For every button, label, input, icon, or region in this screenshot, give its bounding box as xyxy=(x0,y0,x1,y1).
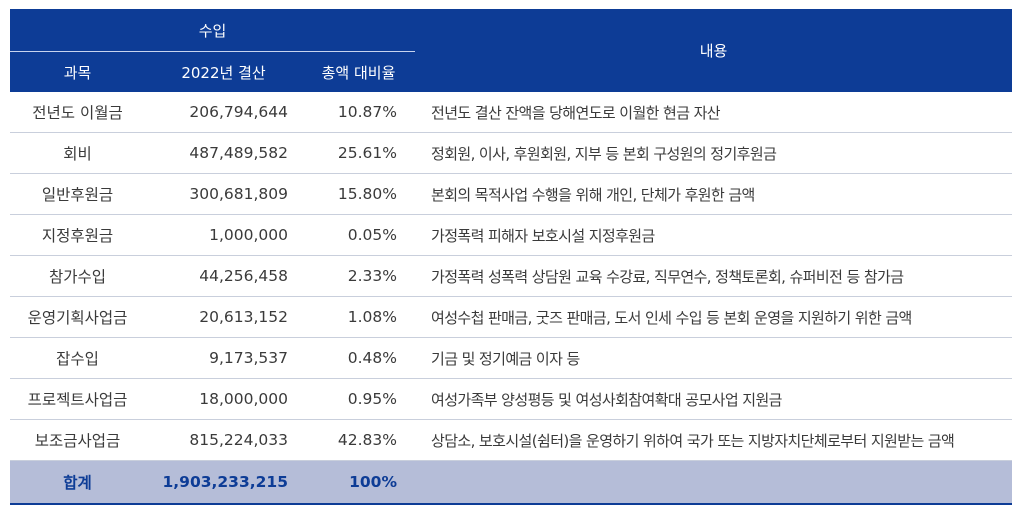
table-row: 잡수입 9,173,537 0.48% 기금 및 정기예금 이자 등 xyxy=(10,337,1012,379)
row-subject: 지정후원금 xyxy=(10,214,145,256)
row-subject: 보조금사업금 xyxy=(10,419,145,461)
table-row: 전년도 이월금 206,794,644 10.87% 전년도 결산 잔액을 당해… xyxy=(10,92,1012,133)
row-ratio: 0.95% xyxy=(302,378,415,420)
row-description: 기금 및 정기예금 이자 등 xyxy=(415,337,1012,379)
total-ratio: 100% xyxy=(302,460,415,505)
row-ratio: 0.48% xyxy=(302,337,415,379)
table-row: 프로젝트사업금 18,000,000 0.95% 여성가족부 양성평등 및 여성… xyxy=(10,378,1012,420)
row-ratio: 42.83% xyxy=(302,419,415,461)
total-description xyxy=(415,460,1012,505)
income-group-header: 수입 xyxy=(10,9,415,52)
row-subject: 참가수입 xyxy=(10,255,145,297)
row-ratio: 0.05% xyxy=(302,214,415,256)
row-amount: 18,000,000 xyxy=(145,378,302,420)
table-row: 보조금사업금 815,224,033 42.83% 상담소, 보호시설(쉼터)을… xyxy=(10,419,1012,461)
row-description: 여성가족부 양성평등 및 여성사회참여확대 공모사업 지원금 xyxy=(415,378,1012,420)
row-subject: 프로젝트사업금 xyxy=(10,378,145,420)
row-description: 여성수첩 판매금, 굿즈 판매금, 도서 인세 수입 등 본회 운영을 지원하기… xyxy=(415,296,1012,338)
table-row: 운영기획사업금 20,613,152 1.08% 여성수첩 판매금, 굿즈 판매… xyxy=(10,296,1012,338)
row-subject: 일반후원금 xyxy=(10,173,145,215)
row-amount: 20,613,152 xyxy=(145,296,302,338)
table-row: 회비 487,489,582 25.61% 정회원, 이사, 후원회원, 지부 … xyxy=(10,132,1012,174)
row-ratio: 1.08% xyxy=(302,296,415,338)
row-ratio: 10.87% xyxy=(302,92,415,133)
row-subject: 잡수입 xyxy=(10,337,145,379)
row-description: 본회의 목적사업 수행을 위해 개인, 단체가 후원한 금액 xyxy=(415,173,1012,215)
amount-column-header: 2022년 결산 xyxy=(145,51,302,92)
income-table: 수입 내용 과목 2022년 결산 총액 대비율 전년도 이월금 206,794… xyxy=(10,9,1012,505)
row-ratio: 2.33% xyxy=(302,255,415,297)
table-body: 전년도 이월금 206,794,644 10.87% 전년도 결산 잔액을 당해… xyxy=(10,92,1012,461)
income-table-container: 수입 내용 과목 2022년 결산 총액 대비율 전년도 이월금 206,794… xyxy=(10,9,1012,505)
row-ratio: 15.80% xyxy=(302,173,415,215)
row-amount: 44,256,458 xyxy=(145,255,302,297)
row-amount: 487,489,582 xyxy=(145,132,302,174)
subject-column-header: 과목 xyxy=(10,51,145,92)
row-description: 전년도 결산 잔액을 당해연도로 이월한 현금 자산 xyxy=(415,92,1012,133)
table-header: 수입 내용 과목 2022년 결산 총액 대비율 xyxy=(10,9,1012,92)
total-row: 합계 1,903,233,215 100% xyxy=(10,460,1012,505)
row-description: 가정폭력 피해자 보호시설 지정후원금 xyxy=(415,214,1012,256)
row-subject: 운영기획사업금 xyxy=(10,296,145,338)
table-footer: 합계 1,903,233,215 100% xyxy=(10,460,1012,505)
total-label: 합계 xyxy=(10,460,145,505)
row-description: 가정폭력 성폭력 상담원 교육 수강료, 직무연수, 정책토론회, 슈퍼비전 등… xyxy=(415,255,1012,297)
row-amount: 1,000,000 xyxy=(145,214,302,256)
row-amount: 9,173,537 xyxy=(145,337,302,379)
row-amount: 815,224,033 xyxy=(145,419,302,461)
description-column-header: 내용 xyxy=(415,9,1012,92)
row-ratio: 25.61% xyxy=(302,132,415,174)
table-row: 참가수입 44,256,458 2.33% 가정폭력 성폭력 상담원 교육 수강… xyxy=(10,255,1012,297)
row-amount: 206,794,644 xyxy=(145,92,302,133)
table-row: 지정후원금 1,000,000 0.05% 가정폭력 피해자 보호시설 지정후원… xyxy=(10,214,1012,256)
ratio-column-header: 총액 대비율 xyxy=(302,51,415,92)
table-row: 일반후원금 300,681,809 15.80% 본회의 목적사업 수행을 위해… xyxy=(10,173,1012,215)
row-subject: 회비 xyxy=(10,132,145,174)
row-amount: 300,681,809 xyxy=(145,173,302,215)
total-amount: 1,903,233,215 xyxy=(145,460,302,505)
row-subject: 전년도 이월금 xyxy=(10,92,145,133)
row-description: 상담소, 보호시설(쉼터)을 운영하기 위하여 국가 또는 지방자치단체로부터 … xyxy=(415,419,1012,461)
row-description: 정회원, 이사, 후원회원, 지부 등 본회 구성원의 정기후원금 xyxy=(415,132,1012,174)
